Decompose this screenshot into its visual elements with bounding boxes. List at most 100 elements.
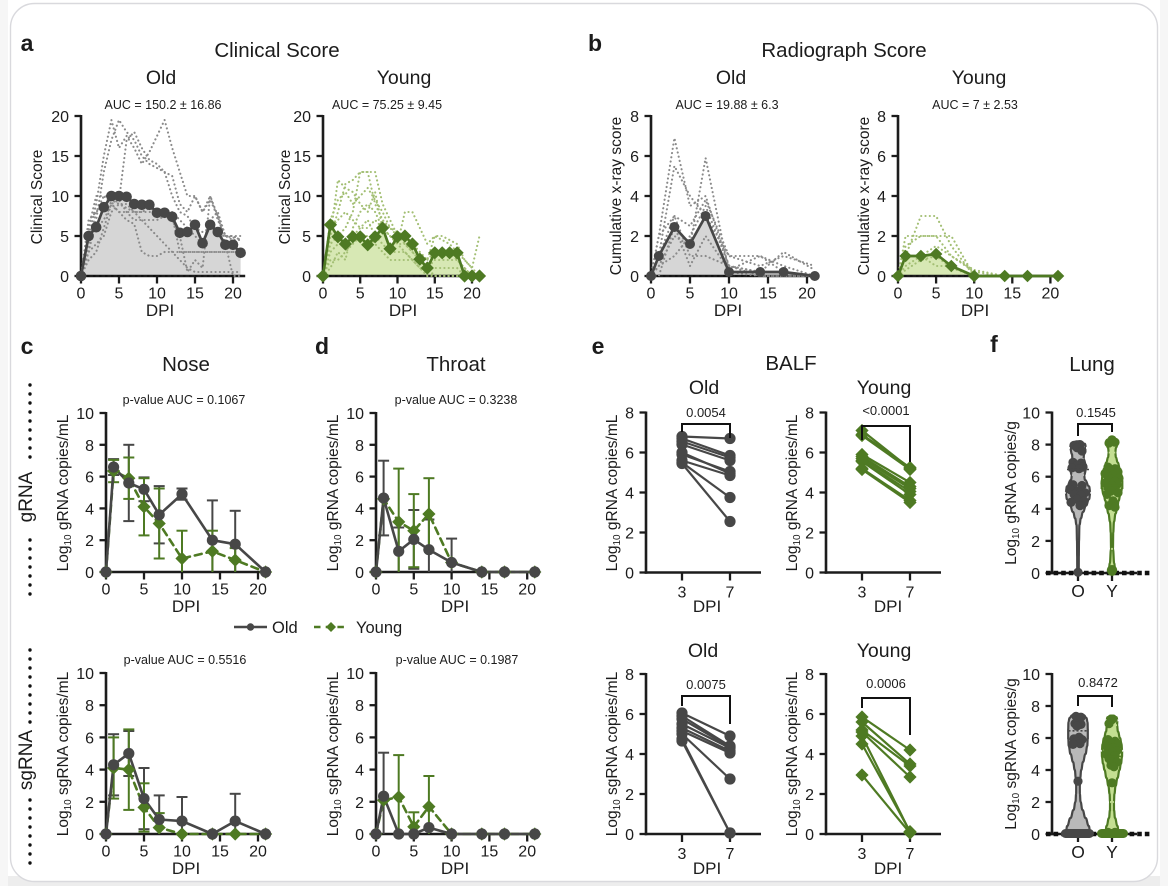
svg-text:15: 15 <box>211 582 229 599</box>
svg-text:15: 15 <box>759 286 777 303</box>
svg-text:10: 10 <box>965 286 983 303</box>
svg-text:5: 5 <box>686 286 695 303</box>
svg-text:DPI: DPI <box>693 859 721 878</box>
svg-text:0: 0 <box>647 286 656 303</box>
svg-text:10: 10 <box>720 286 738 303</box>
svg-text:2: 2 <box>1031 795 1040 812</box>
svg-text:4: 4 <box>630 189 639 206</box>
svg-text:10: 10 <box>346 666 364 683</box>
svg-text:0: 0 <box>372 844 381 861</box>
svg-text:2: 2 <box>355 533 364 550</box>
svg-text:10: 10 <box>293 189 311 206</box>
svg-text:0: 0 <box>1031 827 1040 844</box>
svg-text:3: 3 <box>858 585 867 602</box>
svg-text:8: 8 <box>1031 438 1040 455</box>
svg-text:10: 10 <box>173 844 191 861</box>
svg-text:Cumulative x-ray score: Cumulative x-ray score <box>856 117 873 276</box>
svg-text:2: 2 <box>630 229 639 246</box>
svg-text:20: 20 <box>224 286 242 303</box>
svg-text:6: 6 <box>625 707 634 724</box>
svg-text:O: O <box>1071 581 1085 601</box>
svg-text:5: 5 <box>409 844 418 861</box>
svg-text:10: 10 <box>443 582 461 599</box>
svg-text:0: 0 <box>630 269 639 286</box>
svg-text:4: 4 <box>877 189 886 206</box>
svg-text:3: 3 <box>858 846 867 863</box>
svg-text:4: 4 <box>355 501 364 518</box>
svg-text:DPI: DPI <box>441 859 469 878</box>
svg-text:20: 20 <box>518 582 536 599</box>
svg-text:15: 15 <box>481 844 499 861</box>
svg-text:10: 10 <box>1022 667 1040 684</box>
svg-text:0: 0 <box>85 827 94 844</box>
svg-text:Log10 sgRNA copies/mL: Log10 sgRNA copies/mL <box>784 671 803 836</box>
svg-text:0: 0 <box>302 269 311 286</box>
svg-text:Log10 sgRNA copies/mL: Log10 sgRNA copies/mL <box>325 671 344 836</box>
svg-text:6: 6 <box>85 470 94 487</box>
svg-text:O: O <box>1071 842 1085 862</box>
svg-text:0: 0 <box>102 844 111 861</box>
svg-text:4: 4 <box>355 763 364 780</box>
svg-text:e: e <box>592 333 605 359</box>
svg-text:Cumulative x-ray score: Cumulative x-ray score <box>608 117 625 276</box>
svg-text:6: 6 <box>1031 470 1040 487</box>
svg-text:DPI: DPI <box>874 597 902 616</box>
svg-text:2: 2 <box>805 526 814 543</box>
svg-text:Y: Y <box>1106 581 1118 601</box>
svg-text:2: 2 <box>85 533 94 550</box>
svg-text:5: 5 <box>60 229 69 246</box>
svg-text:Log10 gRNA copies/mL: Log10 gRNA copies/mL <box>55 414 74 571</box>
svg-text:20: 20 <box>518 844 536 861</box>
svg-text:7: 7 <box>726 846 735 863</box>
svg-text:Old: Old <box>689 377 719 399</box>
svg-text:Old: Old <box>272 619 298 637</box>
svg-text:7: 7 <box>906 846 915 863</box>
svg-text:0.0075: 0.0075 <box>686 677 726 692</box>
svg-text:4: 4 <box>1031 502 1040 519</box>
svg-text:6: 6 <box>630 149 639 166</box>
svg-text:Young: Young <box>377 67 432 89</box>
svg-text:3: 3 <box>678 846 687 863</box>
svg-text:DPI: DPI <box>172 859 200 878</box>
svg-text:DPI: DPI <box>961 301 989 320</box>
svg-text:5: 5 <box>140 844 149 861</box>
svg-text:gRNA: gRNA <box>16 471 37 522</box>
svg-text:20: 20 <box>293 109 311 126</box>
svg-text:Log10 sgRNA copies/g: Log10 sgRNA copies/g <box>1003 678 1022 830</box>
svg-text:Clinical Score: Clinical Score <box>277 150 294 245</box>
svg-text:8: 8 <box>85 438 94 455</box>
svg-text:10: 10 <box>76 406 94 423</box>
svg-text:20: 20 <box>1042 286 1060 303</box>
svg-text:10: 10 <box>1022 406 1040 423</box>
svg-text:0: 0 <box>877 269 886 286</box>
svg-text:4: 4 <box>1031 763 1040 780</box>
svg-text:p-value AUC = 0.1067: p-value AUC = 0.1067 <box>123 393 246 407</box>
svg-text:20: 20 <box>51 109 69 126</box>
svg-text:<0.0001: <0.0001 <box>862 403 909 418</box>
svg-text:2: 2 <box>355 795 364 812</box>
svg-text:0: 0 <box>625 566 634 583</box>
svg-text:Log10 sgRNA copies/mL: Log10 sgRNA copies/mL <box>55 671 74 836</box>
svg-text:4: 4 <box>805 747 814 764</box>
svg-text:20: 20 <box>463 286 481 303</box>
svg-text:8: 8 <box>630 109 639 126</box>
svg-text:DPI: DPI <box>441 597 469 616</box>
svg-text:8: 8 <box>355 698 364 715</box>
svg-text:0: 0 <box>355 827 364 844</box>
svg-text:2: 2 <box>85 795 94 812</box>
svg-text:2: 2 <box>1031 534 1040 551</box>
svg-text:0: 0 <box>102 582 111 599</box>
svg-text:Log10 gRNA copies/mL: Log10 gRNA copies/mL <box>325 414 344 571</box>
svg-text:0: 0 <box>372 582 381 599</box>
svg-text:a: a <box>21 30 34 56</box>
svg-text:AUC = 19.88 ± 6.3: AUC = 19.88 ± 6.3 <box>675 98 778 112</box>
svg-text:7: 7 <box>906 585 915 602</box>
svg-text:6: 6 <box>1031 731 1040 748</box>
svg-text:8: 8 <box>85 698 94 715</box>
svg-text:4: 4 <box>625 486 634 503</box>
svg-text:DPI: DPI <box>146 301 174 320</box>
svg-text:0: 0 <box>319 286 328 303</box>
svg-text:20: 20 <box>249 844 267 861</box>
svg-text:6: 6 <box>805 446 814 463</box>
svg-text:Old: Old <box>716 67 746 89</box>
